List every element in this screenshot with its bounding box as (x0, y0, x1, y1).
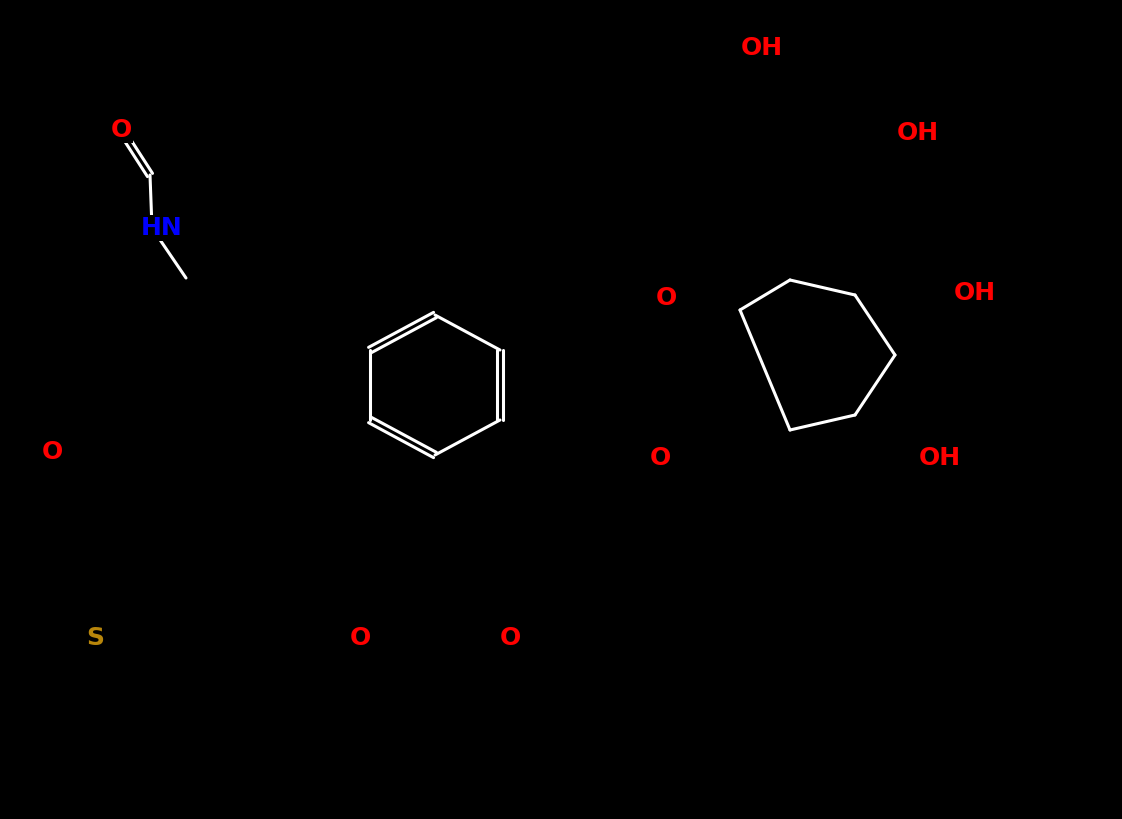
Text: O: O (110, 118, 131, 142)
Text: HN: HN (141, 216, 183, 240)
Text: O: O (42, 440, 63, 464)
Text: O: O (655, 286, 677, 310)
Text: OH: OH (954, 281, 996, 305)
Text: O: O (349, 626, 370, 650)
Text: OH: OH (741, 36, 783, 60)
Text: O: O (650, 446, 671, 470)
Text: OH: OH (919, 446, 962, 470)
Text: S: S (86, 626, 104, 650)
Text: OH: OH (896, 121, 939, 145)
Text: O: O (499, 626, 521, 650)
